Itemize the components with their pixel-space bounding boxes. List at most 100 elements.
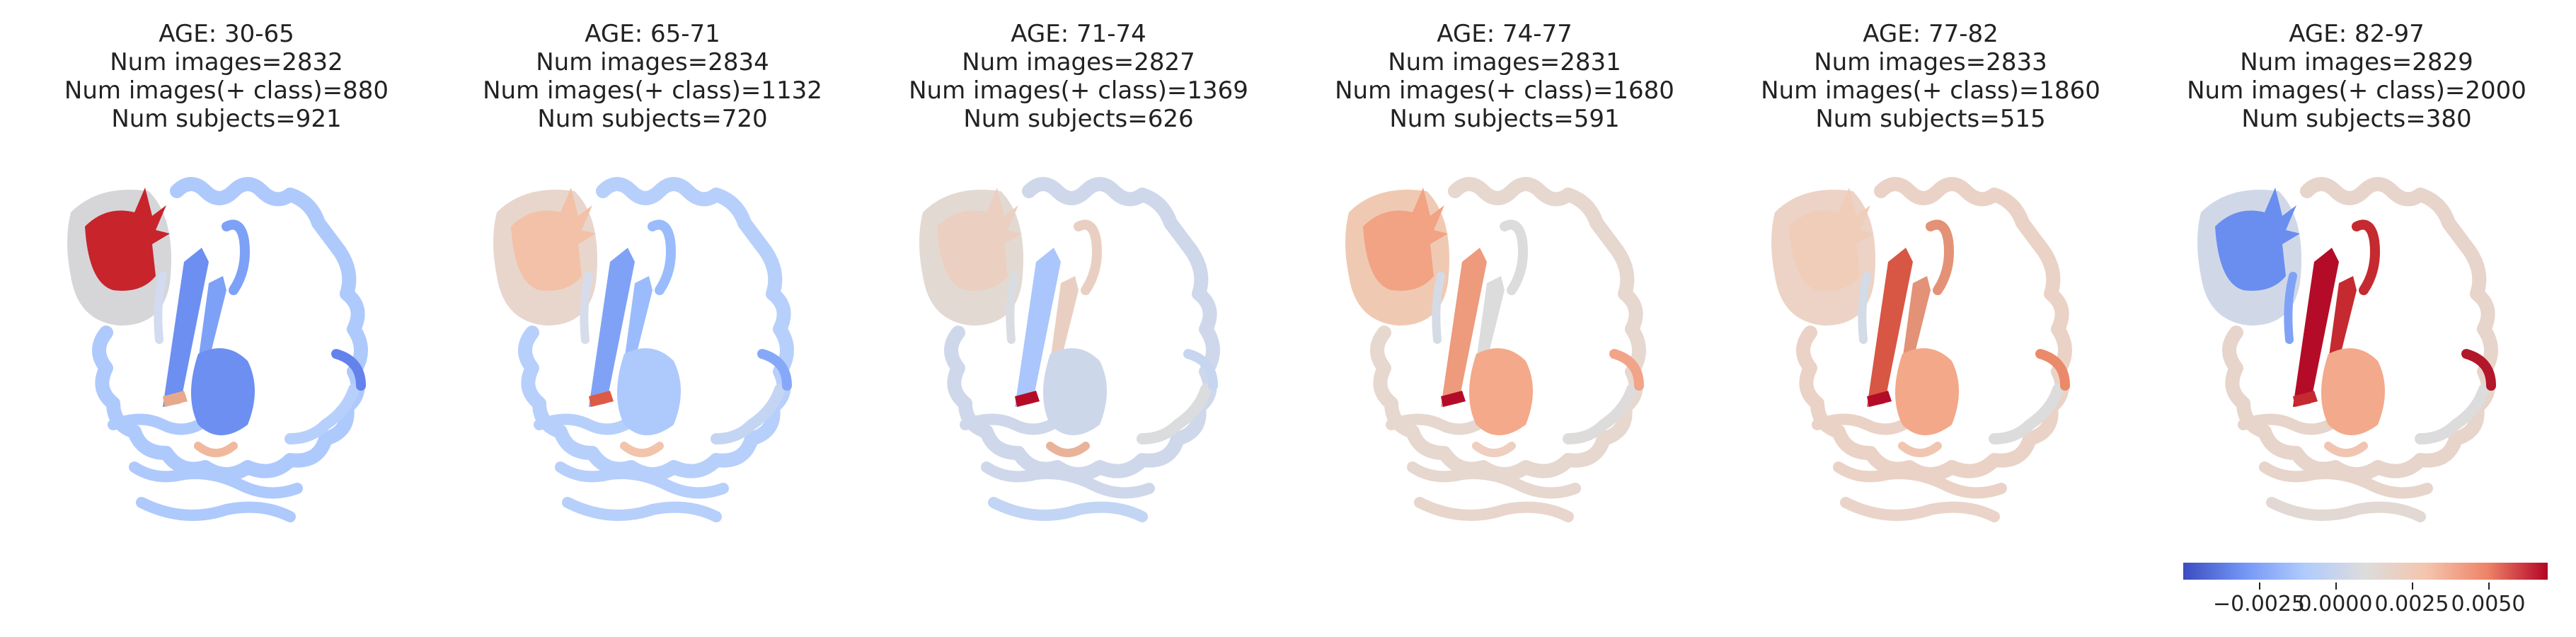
cingulate-fold (222, 219, 250, 295)
hippocampus (1472, 442, 1516, 457)
temporal-base (1840, 497, 2000, 522)
age-label: AGE: 82-97 (2289, 20, 2425, 48)
insula-strip-b (1476, 276, 1505, 361)
medial-strip (1858, 272, 1871, 344)
thalamus (191, 348, 255, 435)
num-images-label: Num images=2831 (1388, 48, 1621, 76)
num-images-label: Num images=2827 (962, 48, 1195, 76)
colorbar-tick-label: −0.0025 (2212, 592, 2306, 616)
insula-strip-a (1441, 248, 1487, 407)
num-images-label: Num images=2833 (1814, 48, 2047, 76)
thalamus (1469, 348, 1533, 435)
thalamus (1895, 348, 1959, 435)
age-label: AGE: 74-77 (1437, 20, 1572, 48)
brain-map (67, 177, 368, 522)
insula-strip-b (624, 276, 652, 361)
temporal-base (988, 497, 1148, 522)
insula-strip-a (589, 248, 635, 407)
age-label: AGE: 30-65 (159, 20, 294, 48)
colorbar-tick-label: 0.0000 (2298, 592, 2373, 616)
num-subjects-label: Num subjects=921 (111, 105, 342, 133)
lateral-patch (1183, 349, 1218, 391)
temporal-base (562, 497, 722, 522)
num-subjects-label: Num subjects=380 (2241, 105, 2472, 133)
brain-map (2197, 177, 2498, 522)
thalamus (1043, 348, 1107, 435)
num-positive-label: Num images(+ class)=1860 (1761, 76, 2100, 105)
occipital-ribbon (1989, 384, 2064, 444)
hippocampus (620, 442, 664, 457)
num-subjects-label: Num subjects=591 (1389, 105, 1620, 133)
occipital-ribbon (2415, 384, 2490, 444)
cortex-lower-ribbon (555, 461, 729, 499)
brain-map (1771, 177, 2072, 522)
cortex-lower-ribbon (129, 461, 303, 499)
cingulate-fold (1926, 219, 1954, 295)
colorbar-gradient (2183, 563, 2548, 580)
panel-3: AGE: 74-77 Num images=2831 Num images(+ … (1306, 0, 1703, 637)
temporal-base (2266, 497, 2426, 522)
num-images-label: Num images=2829 (2240, 48, 2473, 76)
insula-strip-a (163, 248, 209, 407)
temporal-base (136, 497, 296, 522)
hippocampus (2324, 442, 2368, 457)
lateral-patch (1609, 349, 1644, 391)
cortex-lower-ribbon (1407, 461, 1581, 499)
num-images-label: Num images=2832 (110, 48, 343, 76)
frontal-core (511, 188, 596, 291)
occipital-ribbon (284, 384, 360, 444)
medial-strip (1006, 272, 1019, 344)
cingulate-fold (1500, 219, 1528, 295)
medial-strip (1432, 272, 1445, 344)
temporal-fold (2238, 413, 2341, 435)
occipital-ribbon (1563, 384, 1638, 444)
panel-5: AGE: 82-97 Num images=2829 Num images(+ … (2158, 0, 2555, 637)
num-subjects-label: Num subjects=720 (537, 105, 768, 133)
colorbar-tick-label: 0.0025 (2374, 592, 2449, 616)
putamen (1867, 391, 1892, 407)
lateral-patch (331, 349, 366, 391)
frontal-core (1789, 188, 1874, 291)
medial-strip (2284, 272, 2297, 344)
panel-1: AGE: 65-71 Num images=2834 Num images(+ … (454, 0, 851, 637)
brain-map (493, 177, 794, 522)
putamen (589, 391, 614, 407)
age-label: AGE: 65-71 (585, 20, 720, 48)
cingulate-fold (648, 219, 676, 295)
cingulate-fold (1074, 219, 1102, 295)
colorbar-tick (2488, 583, 2490, 590)
putamen (163, 391, 188, 407)
lateral-patch (2461, 349, 2496, 391)
thalamus (2321, 348, 2385, 435)
num-subjects-label: Num subjects=515 (1815, 105, 2046, 133)
panel-title: AGE: 82-97 Num images=2829 Num images(+ … (2158, 20, 2555, 133)
brain-map (1345, 177, 1646, 522)
lateral-patch (2035, 349, 2070, 391)
thalamus (617, 348, 681, 435)
colorbar-tick-label: 0.0050 (2451, 592, 2526, 616)
colorbar-tick (2335, 583, 2337, 590)
insula-strip-a (1867, 248, 1913, 407)
panel-title: AGE: 74-77 Num images=2831 Num images(+ … (1306, 20, 1703, 133)
num-positive-label: Num images(+ class)=1132 (483, 76, 822, 105)
putamen (1441, 391, 1466, 407)
frontal-core (937, 188, 1022, 291)
cingulate-fold (2352, 219, 2380, 295)
panel-title: AGE: 65-71 Num images=2834 Num images(+ … (454, 20, 851, 133)
hippocampus (1046, 442, 1090, 457)
cortex-lower-ribbon (2259, 461, 2433, 499)
insula-strip-a (2293, 248, 2339, 407)
occipital-ribbon (1137, 384, 1212, 444)
panel-title: AGE: 77-82 Num images=2833 Num images(+ … (1732, 20, 2129, 133)
num-positive-label: Num images(+ class)=1369 (909, 76, 1248, 105)
colorbar-tick (2412, 583, 2413, 590)
panel-2: AGE: 71-74 Num images=2827 Num images(+ … (880, 0, 1277, 637)
temporal-fold (1812, 413, 1915, 435)
age-label: AGE: 77-82 (1863, 20, 1999, 48)
num-positive-label: Num images(+ class)=1680 (1335, 76, 1674, 105)
medial-strip (580, 272, 593, 344)
num-positive-label: Num images(+ class)=2000 (2187, 76, 2526, 105)
occipital-ribbon (711, 384, 786, 444)
temporal-fold (534, 413, 637, 435)
insula-strip-b (1902, 276, 1931, 361)
